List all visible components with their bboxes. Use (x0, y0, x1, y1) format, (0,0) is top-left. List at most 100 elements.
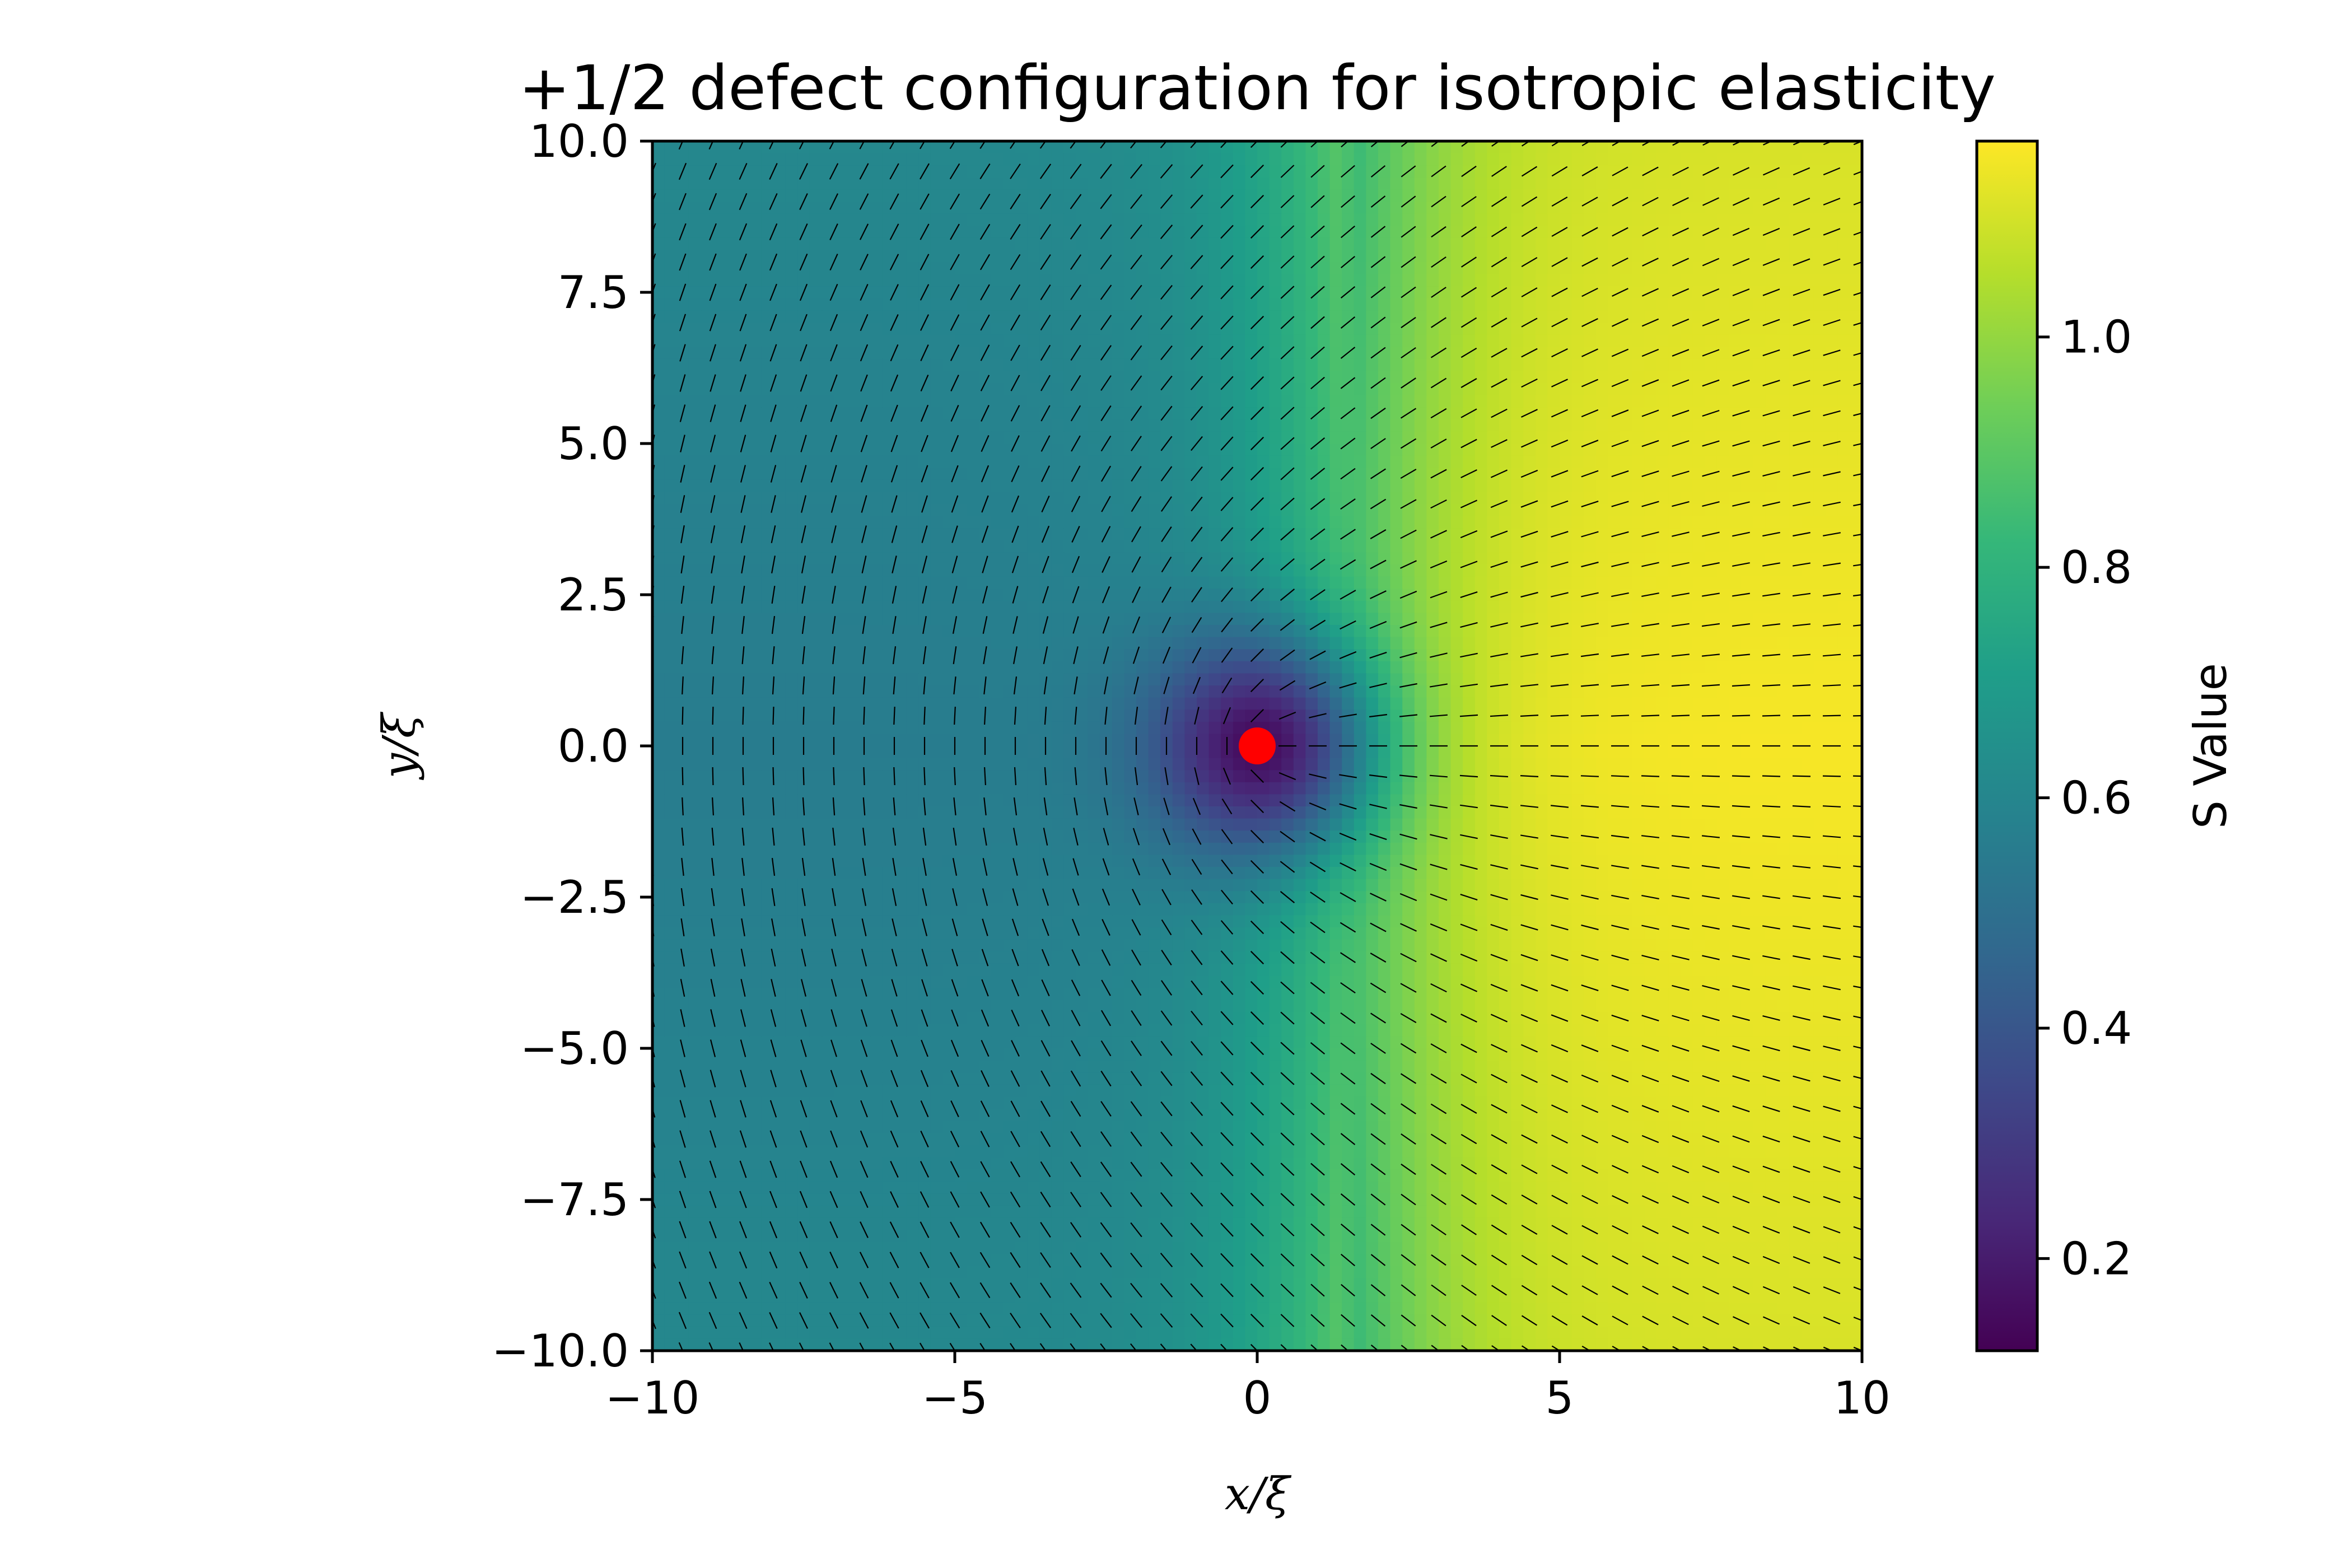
heatmap-cell (1632, 419, 1645, 432)
heatmap-cell (1051, 455, 1065, 468)
heatmap-cell (725, 202, 738, 214)
heatmap-cell (882, 697, 895, 710)
heatmap-cell (1487, 540, 1500, 553)
heatmap-cell (1015, 455, 1028, 468)
heatmap-cell (761, 358, 774, 372)
heatmap-cell (1595, 685, 1609, 698)
heatmap-cell (1608, 250, 1621, 263)
heatmap-cell (1487, 323, 1500, 335)
heatmap-cell (822, 323, 834, 335)
heatmap-cell (1257, 540, 1270, 553)
heatmap-cell (1184, 697, 1197, 710)
heatmap-cell (906, 395, 919, 408)
heatmap-cell (1450, 286, 1463, 299)
heatmap-cell (1705, 141, 1718, 154)
heatmap-cell (1753, 576, 1766, 589)
heatmap-cell (930, 625, 944, 638)
heatmap-cell (749, 613, 762, 626)
heatmap-cell (1571, 710, 1584, 722)
heatmap-cell (1511, 479, 1524, 493)
heatmap-cell (1112, 323, 1125, 335)
heatmap-cell (1523, 613, 1536, 626)
heatmap-cell (1366, 721, 1379, 735)
heatmap-cell (1850, 286, 1862, 299)
heatmap-cell (1487, 576, 1500, 589)
heatmap-cell (846, 431, 858, 444)
heatmap-cell (1499, 455, 1512, 468)
heatmap-cell (1608, 564, 1621, 577)
heatmap-cell (870, 589, 883, 601)
heatmap-cell (1329, 298, 1342, 311)
heatmap-cell (773, 504, 786, 517)
heatmap-cell (1208, 407, 1221, 420)
heatmap-cell (1608, 552, 1621, 565)
heatmap-cell (1656, 334, 1669, 347)
heatmap-cell (1850, 334, 1862, 347)
heatmap-cell (1474, 141, 1488, 154)
heatmap-cell (1632, 298, 1645, 311)
heatmap-cell (1269, 262, 1282, 275)
heatmap-cell (1051, 286, 1065, 299)
heatmap-cell (1789, 613, 1802, 626)
heatmap-cell (1595, 637, 1609, 650)
heatmap-cell (1390, 444, 1403, 456)
heatmap-cell (1390, 371, 1403, 384)
heatmap-cell (1366, 444, 1379, 456)
heatmap-cell (761, 310, 774, 323)
heatmap-cell (834, 310, 847, 323)
heatmap-cell (1813, 262, 1826, 275)
heatmap-cell (1716, 347, 1730, 360)
heatmap-cell (1293, 734, 1306, 746)
heatmap-cell (1426, 649, 1439, 662)
heatmap-cell (1547, 540, 1560, 553)
heatmap-cell (652, 250, 665, 263)
heatmap-cell (1112, 213, 1125, 226)
heatmap-cell (1439, 673, 1452, 686)
heatmap-cell (1378, 576, 1391, 589)
heatmap-cell (1523, 141, 1536, 154)
heatmap-cell (1656, 613, 1669, 626)
heatmap-cell (991, 226, 1004, 239)
heatmap-cell (1305, 358, 1318, 372)
heatmap-cell (1281, 153, 1294, 166)
heatmap-cell (1620, 444, 1633, 456)
heatmap-cell (1088, 202, 1100, 214)
heatmap-cell (773, 189, 786, 202)
heatmap-cell (1390, 226, 1403, 239)
heatmap-cell (1039, 685, 1052, 698)
heatmap-cell (1753, 165, 1766, 178)
heatmap-cell (858, 661, 871, 674)
heatmap-cell (1668, 721, 1681, 735)
heatmap-cell (1837, 492, 1851, 505)
heatmap-cell (1402, 504, 1415, 517)
heatmap-cell (870, 516, 883, 529)
heatmap-cell (652, 237, 665, 251)
heatmap-cell (1595, 334, 1609, 347)
heatmap-cell (1293, 710, 1306, 722)
heatmap-cell (1293, 213, 1306, 226)
heatmap-cell (737, 540, 750, 553)
heatmap-cell (967, 262, 979, 275)
heatmap-cell (1487, 165, 1500, 178)
heatmap-cell (1088, 431, 1100, 444)
heatmap-cell (652, 262, 665, 275)
heatmap-cell (1342, 310, 1355, 323)
heatmap-cell (713, 262, 726, 275)
heatmap-cell (1366, 613, 1379, 626)
heatmap-cell (1197, 661, 1210, 674)
heatmap-cell (1414, 189, 1427, 202)
heatmap-cell (1426, 165, 1439, 178)
heatmap-cell (773, 468, 786, 480)
heatmap-cell (1329, 479, 1342, 493)
heatmap-cell (773, 323, 786, 335)
heatmap-cell (1802, 444, 1814, 456)
heatmap-cell (688, 226, 702, 239)
heatmap-cell (1342, 625, 1355, 638)
heatmap-cell (906, 444, 919, 456)
heatmap-cell (906, 613, 919, 626)
heatmap-cell (1390, 323, 1403, 335)
heatmap-cell (1826, 661, 1838, 674)
heatmap-cell (785, 479, 798, 493)
heatmap-cell (1813, 177, 1826, 190)
heatmap-cell (1705, 444, 1718, 456)
